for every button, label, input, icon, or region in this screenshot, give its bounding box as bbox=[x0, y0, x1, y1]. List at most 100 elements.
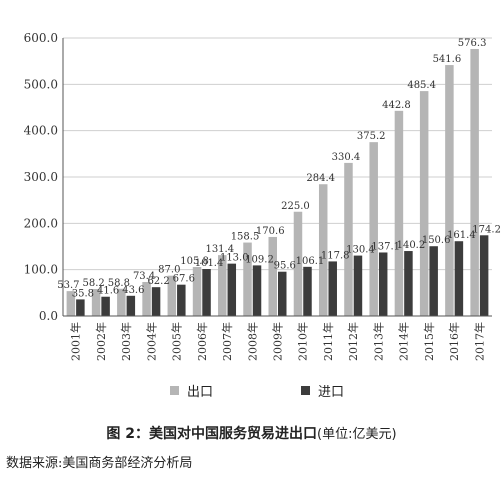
x-tick-label: 2002年 bbox=[94, 322, 108, 361]
data-labels: 53.735.858.241.658.843.6 73.462.287.067.6… bbox=[57, 38, 501, 299]
data-label-export: 485.4 bbox=[407, 80, 436, 91]
data-label-import: 41.6 bbox=[97, 286, 119, 297]
data-label-export: 284.4 bbox=[306, 173, 335, 184]
bar-export bbox=[470, 48, 479, 317]
bar-export bbox=[243, 242, 252, 316]
data-label-export: 105.8 bbox=[180, 256, 209, 267]
x-tick-label: 2012年 bbox=[346, 322, 360, 361]
data-label-export: 58.8 bbox=[108, 278, 130, 289]
data-label-export: 53.7 bbox=[57, 280, 79, 291]
data-label-import: 150.6 bbox=[422, 235, 451, 246]
data-label-import: 117.8 bbox=[321, 250, 350, 261]
bar-export bbox=[142, 281, 151, 316]
data-label-import: 109.2 bbox=[245, 254, 274, 265]
bar-export bbox=[344, 162, 353, 316]
caption-unit: (单位:亿美元) bbox=[317, 427, 397, 442]
y-tick-label: 600.0 bbox=[24, 31, 58, 45]
x-tick-label: 2013年 bbox=[371, 322, 385, 361]
legend-swatch-import bbox=[301, 386, 311, 395]
y-tick-label: 200.0 bbox=[24, 216, 58, 230]
data-label-export: 170.6 bbox=[256, 226, 285, 237]
y-tick-label: 0.0 bbox=[39, 309, 58, 323]
data-label-export: 158.5 bbox=[231, 232, 260, 243]
data-label-export: 58.2 bbox=[82, 278, 104, 289]
figure-caption: 图 2：美国对中国服务贸易进出口(单位:亿美元) bbox=[0, 423, 503, 443]
x-tick-label: 2008年 bbox=[245, 322, 259, 361]
bar-export bbox=[293, 211, 303, 316]
data-label-import: 43.6 bbox=[122, 285, 144, 296]
data-label-export: 576.3 bbox=[458, 38, 487, 49]
y-axis: 0.0 100.0 200.0 300.0 400.0 500.0 600.0 bbox=[24, 31, 64, 323]
bar-import bbox=[303, 266, 312, 316]
bar-chart: 0.0 100.0 200.0 300.0 400.0 500.0 600.0 53.735… bbox=[24, 31, 501, 361]
data-label-import: 137.1 bbox=[371, 241, 400, 252]
legend-swatch-export bbox=[170, 386, 179, 395]
data-label-import: 67.6 bbox=[173, 274, 195, 285]
legend-item-export: 出口 bbox=[170, 381, 213, 400]
bar-import bbox=[429, 246, 438, 316]
data-label-import: 130.4 bbox=[346, 245, 375, 256]
data-label-export: 73.4 bbox=[133, 271, 155, 282]
data-label-export: 87.0 bbox=[158, 265, 180, 276]
bar-import bbox=[252, 265, 262, 316]
x-tick-label: 2017年 bbox=[472, 322, 486, 361]
bar-export bbox=[117, 288, 126, 316]
bar-import bbox=[227, 263, 237, 316]
x-tick-label: 2011年 bbox=[321, 322, 335, 361]
data-label-export: 330.4 bbox=[332, 152, 361, 163]
x-tick-label: 2015年 bbox=[422, 322, 436, 361]
bar-import bbox=[126, 295, 136, 316]
bar-import bbox=[404, 251, 413, 316]
bar-export bbox=[394, 110, 404, 316]
bar-export bbox=[66, 291, 76, 316]
bar-export bbox=[91, 289, 101, 316]
data-label-export: 541.6 bbox=[433, 54, 462, 65]
legend: 出口 进口 bbox=[170, 381, 344, 400]
x-tick-label: 2005年 bbox=[170, 322, 184, 361]
x-tick-label: 2003年 bbox=[119, 322, 133, 361]
legend-label-import: 进口 bbox=[318, 385, 345, 400]
data-label-export: 225.0 bbox=[281, 201, 310, 212]
gridlines bbox=[63, 37, 492, 317]
data-label-import: 161.4 bbox=[447, 230, 476, 241]
data-label-import: 174.2 bbox=[472, 224, 501, 235]
data-label-import: 113.0 bbox=[220, 253, 249, 264]
bar-import bbox=[76, 299, 85, 316]
caption-title: 图 2：美国对中国服务贸易进出口 bbox=[106, 426, 318, 442]
bar-export bbox=[419, 91, 429, 317]
bar-import bbox=[328, 261, 337, 316]
bar-import bbox=[353, 255, 363, 316]
bar-import bbox=[378, 252, 388, 316]
legend-label-export: 出口 bbox=[187, 385, 214, 400]
x-tick-label: 2006年 bbox=[195, 322, 209, 361]
bar-import bbox=[479, 235, 489, 316]
x-tick-label: 2016年 bbox=[447, 322, 461, 361]
data-label-import: 101.4 bbox=[195, 258, 224, 269]
x-tick-label: 2014年 bbox=[397, 322, 411, 361]
legend-item-import: 进口 bbox=[301, 381, 344, 400]
y-tick-label: 500.0 bbox=[24, 77, 58, 91]
x-tick-label: 2009年 bbox=[271, 322, 285, 361]
x-tick-label: 2007年 bbox=[220, 322, 234, 361]
x-tick-label: 2010年 bbox=[296, 322, 310, 361]
bar-export bbox=[268, 236, 277, 316]
bar-import bbox=[454, 241, 464, 316]
data-label-export: 131.4 bbox=[205, 244, 234, 255]
bar-export bbox=[192, 266, 202, 316]
bar-export bbox=[445, 65, 454, 316]
bar-export bbox=[369, 142, 378, 316]
bar-import bbox=[202, 269, 211, 316]
data-label-export: 442.8 bbox=[382, 100, 411, 111]
x-axis: 2001年 2002年 2003年 2004年 2005年 2006年 2007年 2008年… bbox=[63, 315, 492, 361]
data-label-import: 62.2 bbox=[147, 276, 169, 287]
bar-export bbox=[318, 184, 328, 316]
bar-export bbox=[218, 255, 227, 316]
y-tick-label: 100.0 bbox=[24, 263, 58, 277]
data-label-export: 375.2 bbox=[357, 131, 386, 142]
data-label-import: 35.8 bbox=[72, 288, 94, 299]
bar-import bbox=[278, 271, 287, 316]
data-label-import: 140.2 bbox=[397, 240, 426, 251]
bar-import bbox=[101, 296, 110, 316]
bar-import bbox=[177, 284, 186, 316]
x-tick-label: 2004年 bbox=[144, 322, 158, 361]
